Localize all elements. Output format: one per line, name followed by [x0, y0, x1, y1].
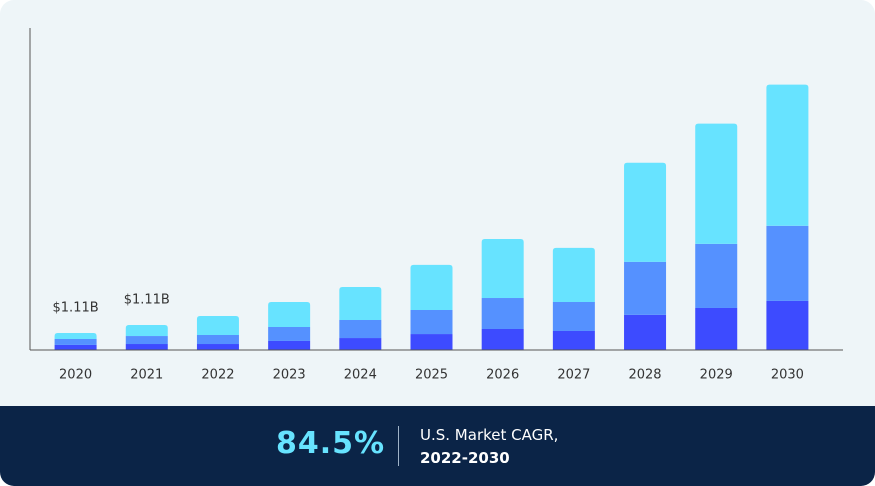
bar-segment — [766, 84, 809, 226]
x-tick-label: 2021 — [130, 368, 163, 383]
bar-segment — [624, 314, 667, 350]
x-tick-label: 2023 — [273, 368, 306, 383]
bar-segment — [125, 344, 168, 350]
x-tick-label: 2025 — [415, 368, 448, 383]
bar-segment — [552, 330, 595, 350]
bar-segment — [54, 344, 97, 350]
x-tick-label: 2029 — [700, 368, 733, 383]
x-tick-label: 2030 — [771, 368, 804, 383]
cagr-value: 84.5% — [276, 426, 386, 461]
x-tick-label: 2020 — [59, 368, 92, 383]
bar-segment — [766, 300, 809, 350]
bar-segment — [196, 344, 239, 350]
bar-segment — [481, 328, 524, 350]
bar-segment — [268, 340, 311, 350]
bar-segment — [54, 332, 97, 339]
bar-segment — [410, 264, 453, 310]
annotation: $1.11B — [124, 293, 170, 308]
bar-segment — [268, 302, 311, 327]
bar-segment — [481, 238, 524, 299]
bar-segment — [196, 334, 239, 345]
footer: 84.5% U.S. Market CAGR, 2022-2030 — [0, 406, 875, 486]
bar-segment — [624, 261, 667, 315]
bar-segment — [766, 225, 809, 301]
bar-segment — [268, 327, 311, 341]
bar-segment — [125, 336, 168, 345]
bar-segment — [125, 325, 168, 337]
bar-segment — [410, 309, 453, 335]
cagr-label: U.S. Market CAGR, — [420, 426, 559, 444]
x-tick-label: 2022 — [201, 368, 234, 383]
x-tick-label: 2024 — [344, 368, 377, 383]
x-tick-label: 2028 — [628, 368, 661, 383]
bar-segment — [695, 243, 738, 308]
bar-segment — [339, 319, 382, 339]
bar-segment — [339, 286, 382, 320]
bar-segment — [481, 298, 524, 329]
bar-segment — [624, 162, 667, 262]
bar-segment — [54, 338, 97, 345]
bar-segment — [196, 315, 239, 335]
bar-segment — [695, 123, 738, 244]
bar-segment — [552, 247, 595, 303]
chart: 2020 $1.11B 2021 $1.11B 2022 2023 2024 2025 2026… — [29, 28, 843, 383]
bar-segment — [552, 302, 595, 331]
cagr-period: 2022-2030 — [420, 449, 510, 467]
separator — [398, 426, 399, 466]
bar-segment — [695, 307, 738, 350]
annotation: $1.11B — [53, 300, 99, 315]
x-tick-label: 2026 — [486, 368, 519, 383]
bar-segment — [339, 338, 382, 350]
bar-segment — [410, 334, 453, 350]
x-tick-label: 2027 — [557, 368, 590, 383]
